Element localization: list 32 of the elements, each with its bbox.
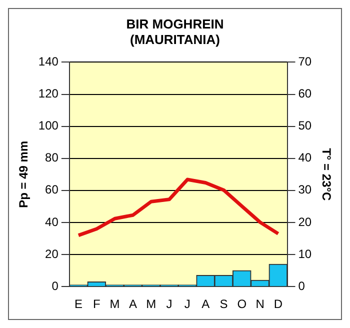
text: BIR MOGHREIN — [126, 16, 224, 32]
y2-tick-label: 0 — [298, 278, 306, 293]
y-tick-label: 20 — [45, 246, 59, 261]
x-tick-label: M — [110, 297, 120, 312]
x-tick-label: J — [184, 297, 190, 312]
x-tick-label: A — [202, 297, 210, 312]
y2-tick-label: 30 — [298, 182, 312, 197]
y-tick-label: 40 — [45, 214, 59, 229]
x-tick-label: D — [274, 297, 283, 312]
x-tick-label: J — [166, 297, 172, 312]
y2-tick-label: 40 — [298, 150, 312, 165]
y2-tick-label: 70 — [298, 54, 312, 69]
y-tick-label: 100 — [38, 118, 59, 133]
x-tick-label: O — [237, 297, 247, 312]
y-axis-title: Pp = 49 mm — [16, 140, 31, 208]
y2-tick-label: 10 — [298, 246, 312, 261]
y2-tick-label: 60 — [298, 86, 312, 101]
x-tick-label: S — [220, 297, 228, 312]
y-tick-label: 120 — [38, 86, 59, 101]
y-tick-label: 80 — [45, 150, 59, 165]
y2-tick-label: 50 — [298, 118, 312, 133]
x-tick-label: E — [74, 297, 83, 312]
y-tick-label: 140 — [38, 54, 59, 69]
x-tick-label: M — [146, 297, 156, 312]
text: (MAURITANIA) — [130, 32, 220, 47]
y-tick-label: 0 — [52, 278, 59, 293]
y2-tick-label: 20 — [298, 214, 312, 229]
x-tick-label: N — [256, 297, 264, 312]
x-tick-label: F — [92, 297, 100, 312]
x-tick-label: A — [128, 297, 137, 312]
y-tick-label: 60 — [45, 182, 59, 197]
y2-axis-title: T° = 23°C — [319, 148, 334, 202]
